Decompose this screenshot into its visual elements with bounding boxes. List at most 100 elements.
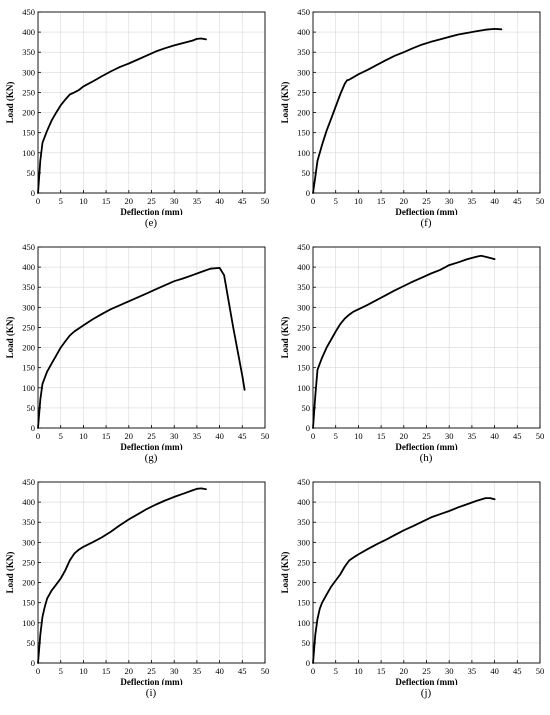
panel-caption: (e) bbox=[144, 217, 158, 229]
x-tick-label: 45 bbox=[238, 666, 247, 676]
x-tick-label: 15 bbox=[102, 431, 111, 441]
x-tick-label: 40 bbox=[490, 431, 499, 441]
y-tick-label: 400 bbox=[297, 262, 310, 272]
y-tick-label: 0 bbox=[31, 188, 35, 198]
x-tick-label: 10 bbox=[79, 431, 88, 441]
chart-panel-h: 0 5 10 15 20 25 30 35 40 45 50 0 50 100 150 200 250 300 35… bbox=[275, 235, 550, 473]
y-tick-label: 400 bbox=[297, 27, 310, 37]
x-tick-label: 40 bbox=[215, 196, 224, 206]
y-tick-label: 400 bbox=[22, 262, 35, 272]
y-tick-label: 450 bbox=[22, 7, 35, 17]
y-tick-label: 300 bbox=[22, 537, 35, 547]
x-tick-label: 10 bbox=[354, 196, 363, 206]
y-tick-label: 100 bbox=[297, 148, 310, 158]
x-tick-label: 20 bbox=[400, 666, 409, 676]
x-tick-label: 35 bbox=[468, 431, 477, 441]
x-tick-label: 35 bbox=[193, 431, 202, 441]
y-tick-label: 100 bbox=[22, 383, 35, 393]
x-tick-label: 25 bbox=[422, 196, 431, 206]
y-tick-label: 0 bbox=[31, 658, 35, 668]
y-tick-label: 150 bbox=[22, 128, 35, 138]
chart-svg-g: 0 5 10 15 20 25 30 35 40 45 50 0 50 100 150 200 250 300 35… bbox=[5, 242, 270, 450]
chart-panel-i: 0 5 10 15 20 25 30 35 40 45 50 0 50 100 150 200 250 300 35… bbox=[0, 470, 275, 708]
y-tick-label: 250 bbox=[22, 557, 35, 567]
x-tick-label: 25 bbox=[147, 196, 156, 206]
y-axis-label: Load (KN) bbox=[5, 82, 15, 124]
x-tick-label: 20 bbox=[125, 196, 134, 206]
x-tick-label: 30 bbox=[445, 196, 454, 206]
x-tick-label: 40 bbox=[490, 196, 499, 206]
series-line bbox=[37, 37, 207, 194]
x-tick-label: 50 bbox=[536, 666, 545, 676]
x-tick-label: 45 bbox=[238, 431, 247, 441]
y-tick-label: 100 bbox=[22, 618, 35, 628]
y-tick-label: 200 bbox=[297, 108, 310, 118]
x-tick-label: 35 bbox=[193, 666, 202, 676]
y-tick-label: 300 bbox=[22, 67, 35, 77]
x-axis-label: Deflection (mm) bbox=[120, 442, 182, 450]
x-tick-label: 25 bbox=[422, 431, 431, 441]
x-tick-label: 35 bbox=[468, 196, 477, 206]
series-line bbox=[312, 27, 503, 194]
y-tick-label: 100 bbox=[22, 148, 35, 158]
y-tick-label: 350 bbox=[22, 282, 35, 292]
y-tick-label: 50 bbox=[27, 638, 36, 648]
chart-svg-f: 0 5 10 15 20 25 30 35 40 45 50 0 50 100 150 200 250 300 35… bbox=[280, 7, 545, 215]
y-tick-label: 250 bbox=[22, 87, 35, 97]
x-tick-label: 50 bbox=[536, 196, 545, 206]
x-tick-label: 0 bbox=[311, 666, 315, 676]
x-tick-label: 30 bbox=[170, 666, 179, 676]
x-tick-label: 15 bbox=[102, 666, 111, 676]
x-tick-label: 50 bbox=[536, 431, 545, 441]
y-tick-label: 400 bbox=[297, 497, 310, 507]
x-tick-label: 5 bbox=[59, 196, 63, 206]
y-tick-label: 350 bbox=[297, 517, 310, 527]
y-tick-label: 250 bbox=[297, 87, 310, 97]
y-axis-label: Load (KN) bbox=[280, 82, 290, 124]
x-axis-label: Deflection (mm) bbox=[120, 677, 182, 685]
y-tick-label: 150 bbox=[297, 363, 310, 373]
panel-caption: (g) bbox=[144, 452, 158, 464]
y-tick-label: 150 bbox=[22, 598, 35, 608]
x-tick-label: 10 bbox=[79, 196, 88, 206]
y-tick-label: 450 bbox=[22, 477, 35, 487]
y-tick-label: 300 bbox=[297, 302, 310, 312]
x-tick-label: 45 bbox=[513, 196, 522, 206]
x-tick-label: 20 bbox=[125, 666, 134, 676]
y-tick-label: 0 bbox=[306, 658, 310, 668]
chart-svg-j: 0 5 10 15 20 25 30 35 40 45 50 0 50 100 150 200 250 300 35… bbox=[280, 477, 545, 685]
y-tick-label: 350 bbox=[22, 517, 35, 527]
y-tick-label: 450 bbox=[297, 477, 310, 487]
y-tick-label: 50 bbox=[27, 168, 36, 178]
x-tick-label: 15 bbox=[377, 196, 386, 206]
chart-svg-h: 0 5 10 15 20 25 30 35 40 45 50 0 50 100 150 200 250 300 35… bbox=[280, 242, 545, 450]
x-tick-label: 0 bbox=[311, 431, 315, 441]
x-tick-label: 30 bbox=[170, 431, 179, 441]
chart-svg-e: 0 5 10 15 20 25 30 35 40 45 50 0 50 100 150 200 250 300 35… bbox=[5, 7, 269, 215]
x-tick-label: 45 bbox=[238, 196, 247, 206]
x-tick-label: 5 bbox=[59, 431, 63, 441]
x-tick-label: 0 bbox=[36, 666, 40, 676]
panel-caption: (i) bbox=[145, 687, 157, 699]
x-tick-label: 30 bbox=[445, 666, 454, 676]
x-tick-label: 40 bbox=[215, 666, 224, 676]
y-tick-label: 100 bbox=[297, 383, 310, 393]
x-tick-label: 50 bbox=[261, 431, 270, 441]
y-tick-label: 50 bbox=[27, 403, 36, 413]
x-tick-label: 0 bbox=[311, 196, 315, 206]
y-tick-label: 450 bbox=[297, 242, 310, 252]
x-tick-label: 15 bbox=[102, 196, 111, 206]
y-axis-label: Load (KN) bbox=[5, 317, 15, 359]
y-tick-label: 100 bbox=[297, 618, 310, 628]
y-tick-label: 300 bbox=[22, 302, 35, 312]
y-tick-label: 300 bbox=[297, 67, 310, 77]
chart-panel-j: 0 5 10 15 20 25 30 35 40 45 50 0 50 100 150 200 250 300 35… bbox=[275, 470, 550, 708]
series-line bbox=[312, 254, 496, 429]
y-tick-label: 200 bbox=[22, 108, 35, 118]
y-tick-label: 250 bbox=[297, 322, 310, 332]
y-tick-label: 0 bbox=[306, 423, 310, 433]
x-tick-label: 45 bbox=[513, 666, 522, 676]
x-tick-label: 5 bbox=[334, 196, 338, 206]
y-tick-label: 200 bbox=[22, 343, 35, 353]
